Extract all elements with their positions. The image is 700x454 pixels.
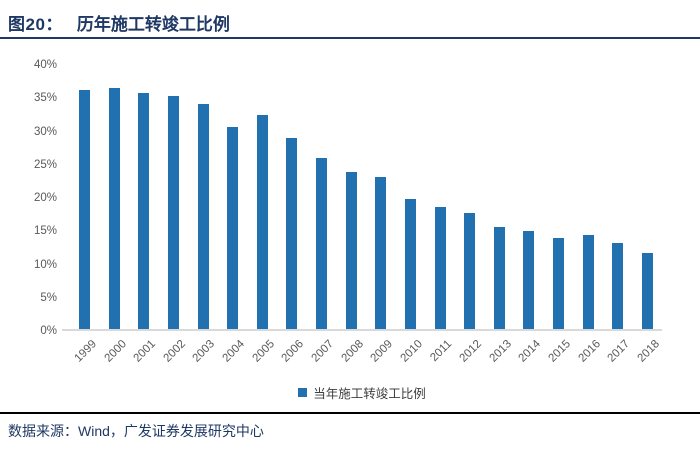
y-tick-label: 15% xyxy=(33,225,57,238)
legend: 当年施工转竣工比例 xyxy=(62,383,662,402)
bar-2018 xyxy=(641,253,653,329)
y-tick-label: 20% xyxy=(33,192,57,204)
bar-2017 xyxy=(612,242,624,329)
y-tick-label: 40% xyxy=(33,59,57,71)
bar-2011 xyxy=(434,207,446,329)
bar-2013 xyxy=(493,227,505,329)
figure-footer: 数据来源：Wind，广发证券发展研究中心 xyxy=(0,412,700,454)
figure-label: 图20： xyxy=(8,15,63,34)
bar-1999 xyxy=(79,90,90,329)
bar-2000 xyxy=(108,87,120,329)
bar-2001 xyxy=(138,92,150,329)
bar-2004 xyxy=(227,126,239,329)
bar-2006 xyxy=(286,138,298,329)
y-tick-label: 10% xyxy=(33,258,57,271)
x-axis: 1999 2000 2001 2002 2003 2004 2005 2006 2007 2008… xyxy=(72,338,662,365)
y-tick-label: 25% xyxy=(33,158,57,171)
y-axis: 40% 35% 30% 25% 20% 15% 10% 5% 0% xyxy=(0,59,57,345)
bar-2015 xyxy=(553,237,565,329)
bar-chart: 40% 35% 30% 25% 20% 15% 10% 5% 0% 1999 2000 2001 20… xyxy=(0,39,700,412)
y-tick-label: 35% xyxy=(33,92,57,105)
bar-2016 xyxy=(582,235,594,329)
bar-2008 xyxy=(345,172,357,329)
y-tick-label: 30% xyxy=(33,125,57,138)
bar-2010 xyxy=(404,198,416,329)
bar-2003 xyxy=(197,103,209,329)
bar-2005 xyxy=(256,114,268,329)
bar-2014 xyxy=(523,230,535,329)
bar-2002 xyxy=(167,95,179,329)
bar-2007 xyxy=(316,158,328,329)
bar-2012 xyxy=(464,213,476,329)
figure-title: 历年施工转竣工比例 xyxy=(76,15,230,34)
y-tick-label: 5% xyxy=(40,291,57,304)
data-source-text: 数据来源：Wind，广发证券发展研究中心 xyxy=(8,423,264,439)
legend-marker-icon xyxy=(298,388,308,397)
bar-2009 xyxy=(375,177,387,329)
legend-label: 当年施工转竣工比例 xyxy=(313,387,426,401)
figure-header: 图20： 历年施工转竣工比例 xyxy=(0,0,700,39)
plot-area xyxy=(62,65,662,331)
y-tick-label: 0% xyxy=(40,325,57,337)
